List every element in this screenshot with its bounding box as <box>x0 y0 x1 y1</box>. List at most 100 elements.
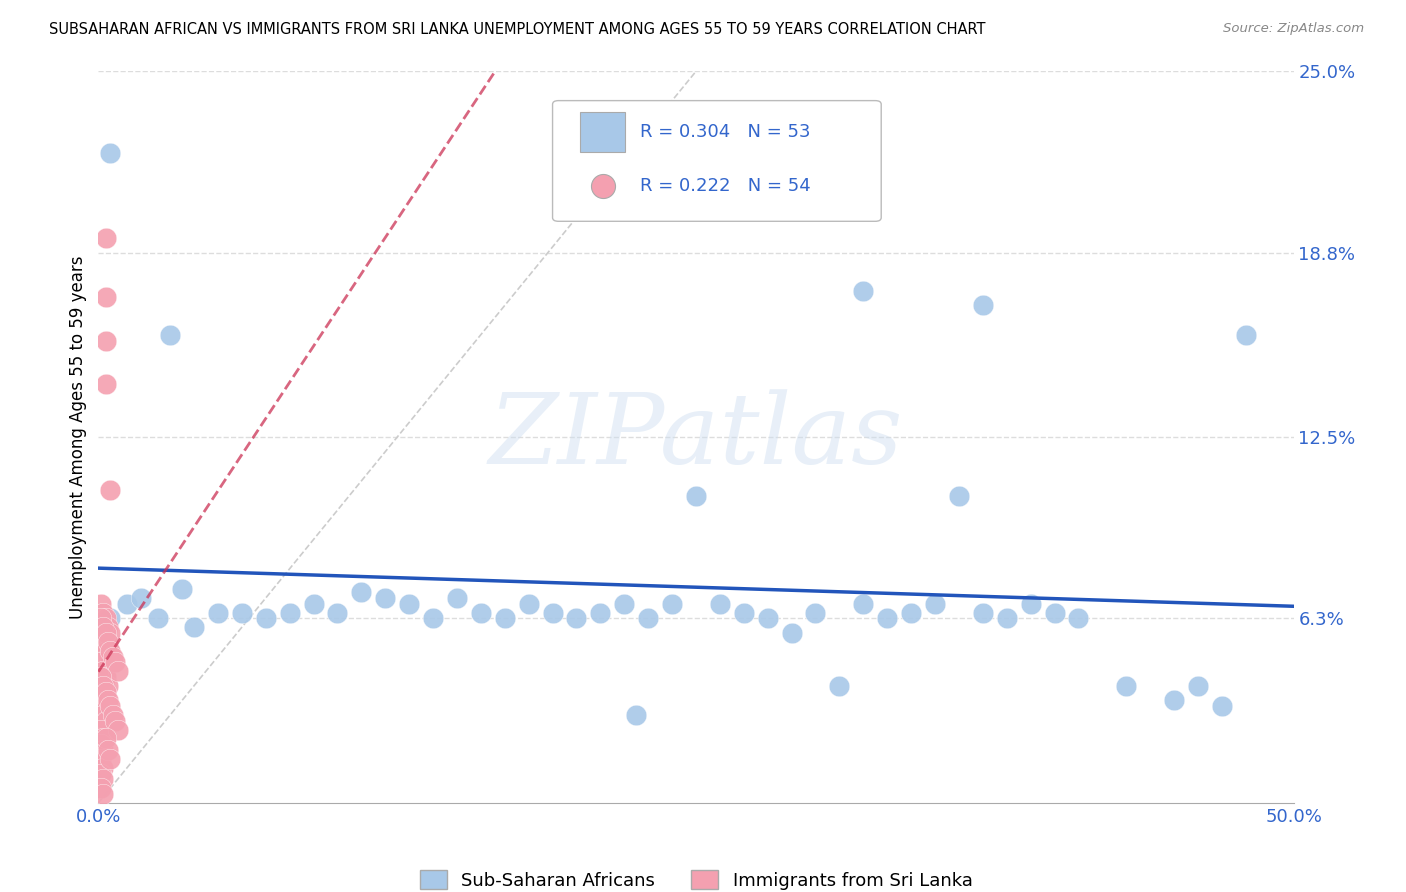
Point <box>131 591 153 605</box>
Point <box>90 737 112 751</box>
Point <box>207 606 229 620</box>
Point <box>91 635 114 649</box>
Point <box>852 284 875 298</box>
Point <box>1043 606 1066 620</box>
Point <box>972 298 994 312</box>
Point <box>98 146 122 161</box>
Point <box>101 708 124 723</box>
Point <box>91 787 114 801</box>
Point <box>90 766 112 780</box>
Point <box>565 611 588 625</box>
Point <box>91 620 114 634</box>
Point <box>278 606 301 620</box>
Point <box>94 684 117 698</box>
Point <box>613 597 636 611</box>
Point <box>91 708 114 723</box>
Point <box>91 684 114 698</box>
Point <box>90 597 112 611</box>
Point <box>90 679 112 693</box>
Point <box>254 611 277 625</box>
Point <box>685 489 707 503</box>
Point <box>900 606 922 620</box>
Point <box>94 231 117 245</box>
Legend: Sub-Saharan Africans, Immigrants from Sri Lanka: Sub-Saharan Africans, Immigrants from Sr… <box>412 863 980 892</box>
Text: ZIPatlas: ZIPatlas <box>489 390 903 484</box>
Point <box>94 643 117 657</box>
Point <box>107 723 129 737</box>
Point <box>98 611 122 625</box>
Point <box>876 611 898 625</box>
Point <box>90 670 112 684</box>
Point <box>852 597 875 611</box>
Point <box>470 606 492 620</box>
Point <box>422 611 444 625</box>
Point <box>90 781 112 796</box>
Point <box>94 626 117 640</box>
Point <box>94 731 117 746</box>
Point <box>1163 693 1185 707</box>
Point <box>94 290 117 304</box>
Point <box>709 597 731 611</box>
Point <box>924 597 946 611</box>
Point <box>804 606 827 620</box>
Point <box>94 714 117 728</box>
Point <box>91 664 114 678</box>
Point <box>90 656 112 670</box>
Point <box>780 626 803 640</box>
Point <box>172 582 194 597</box>
Point <box>1019 597 1042 611</box>
FancyBboxPatch shape <box>553 101 882 221</box>
Point <box>517 597 540 611</box>
Point <box>350 585 373 599</box>
Point <box>91 772 114 787</box>
Point <box>995 611 1018 625</box>
Point <box>94 693 117 707</box>
Point <box>972 606 994 620</box>
Point <box>98 626 122 640</box>
Text: R = 0.304   N = 53: R = 0.304 N = 53 <box>640 123 810 141</box>
Point <box>104 656 127 670</box>
Point <box>97 620 120 634</box>
Point <box>98 656 122 670</box>
Point <box>90 699 112 714</box>
Point <box>326 606 349 620</box>
Point <box>94 670 117 684</box>
Point <box>1234 327 1257 342</box>
Point <box>1115 679 1137 693</box>
Point <box>494 611 516 625</box>
Point <box>98 752 122 766</box>
Point <box>91 606 114 620</box>
Point <box>1067 611 1090 625</box>
Point <box>97 743 120 757</box>
Point <box>104 714 127 728</box>
Point <box>828 679 851 693</box>
Text: SUBSAHARAN AFRICAN VS IMMIGRANTS FROM SRI LANKA UNEMPLOYMENT AMONG AGES 55 TO 59: SUBSAHARAN AFRICAN VS IMMIGRANTS FROM SR… <box>49 22 986 37</box>
Text: Source: ZipAtlas.com: Source: ZipAtlas.com <box>1223 22 1364 36</box>
Point <box>91 679 114 693</box>
Point <box>90 752 112 766</box>
Y-axis label: Unemployment Among Ages 55 to 59 years: Unemployment Among Ages 55 to 59 years <box>69 255 87 619</box>
Point <box>90 626 112 640</box>
Point <box>541 606 564 620</box>
Point <box>91 731 114 746</box>
Point <box>91 761 114 775</box>
Point <box>115 597 138 611</box>
Point <box>97 635 120 649</box>
Point <box>94 377 117 392</box>
Point <box>661 597 683 611</box>
Point <box>107 664 129 678</box>
Text: R = 0.222   N = 54: R = 0.222 N = 54 <box>640 178 810 195</box>
Point <box>91 743 114 757</box>
Point <box>97 649 120 664</box>
Point <box>948 489 970 503</box>
Bar <box>581 112 626 152</box>
Point <box>446 591 468 605</box>
Point <box>98 699 122 714</box>
Point <box>183 620 205 634</box>
Point <box>98 483 122 497</box>
Point <box>97 693 120 707</box>
Point <box>1211 699 1233 714</box>
Point <box>637 611 659 625</box>
Point <box>756 611 779 625</box>
Point <box>733 606 755 620</box>
